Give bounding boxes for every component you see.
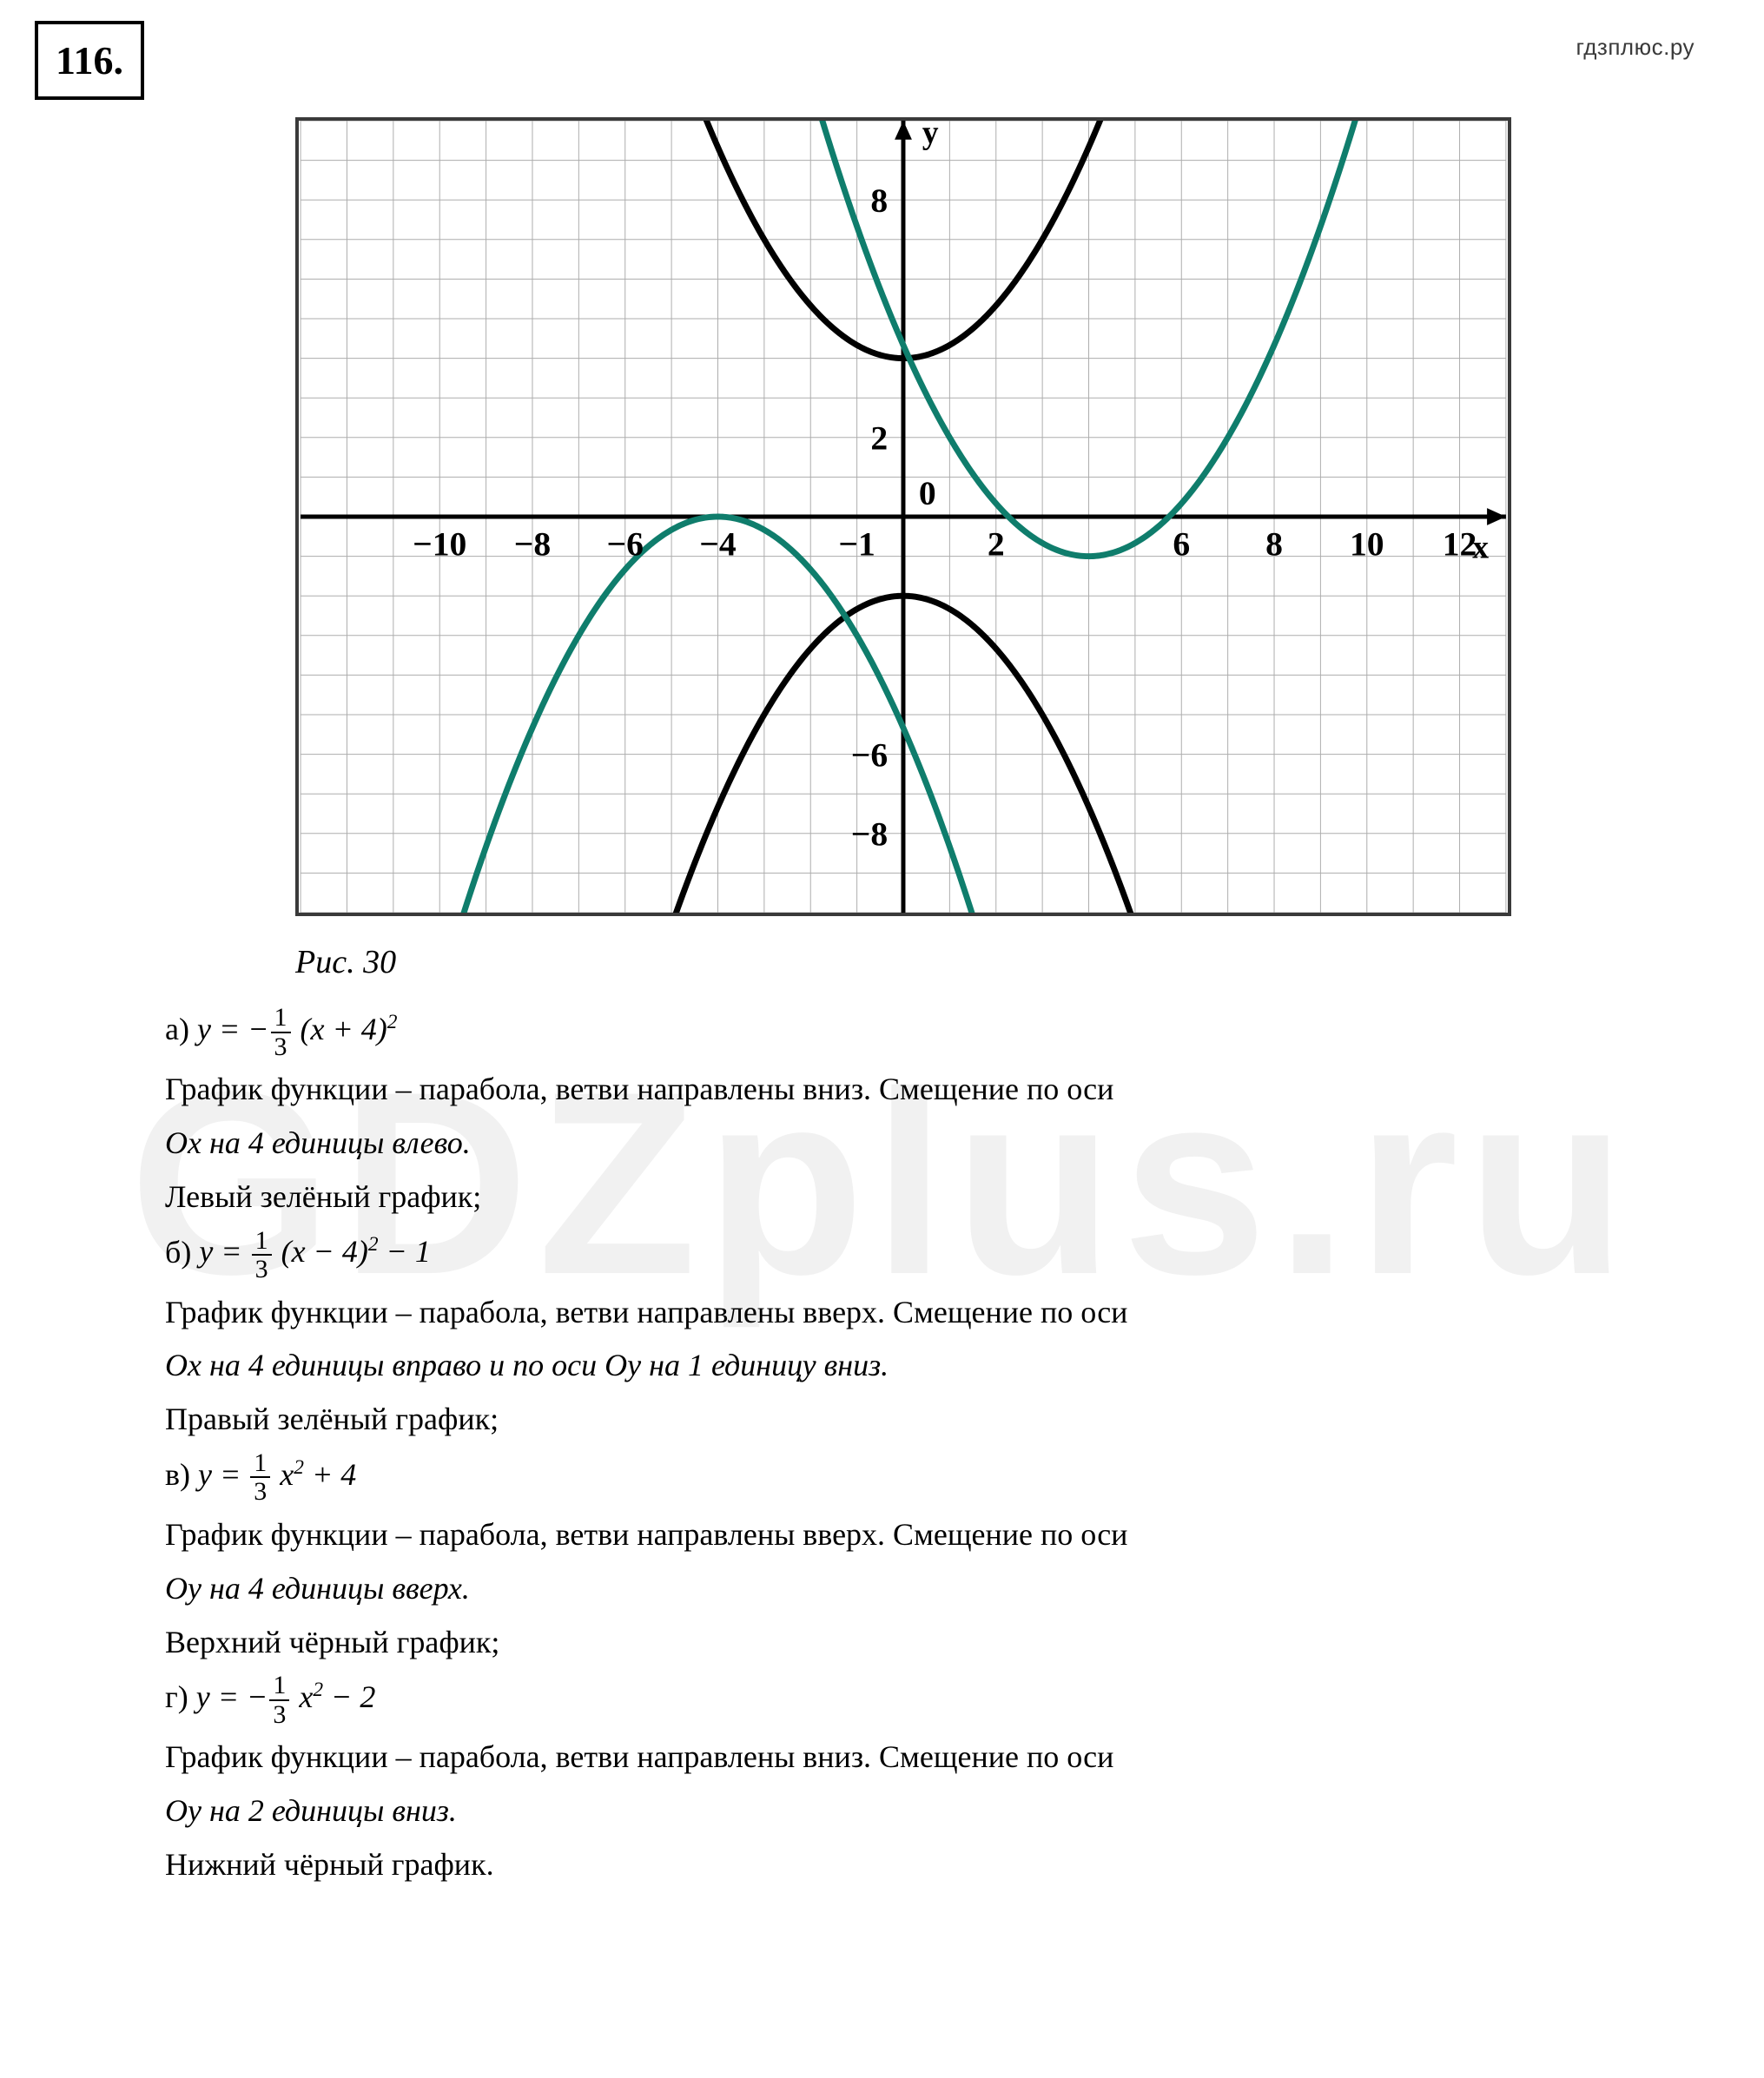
figure-caption: Рис. 30 [295,937,1729,988]
svg-text:−10: −10 [413,525,466,564]
exponent: 2 [368,1233,379,1256]
exponent: 2 [387,1011,398,1033]
fraction-numerator: 1 [271,1004,291,1033]
fraction-numerator: 1 [252,1227,272,1257]
solution-d-desc-1a: График функции – парабола, ветви направл… [165,1733,1729,1782]
svg-text:10: 10 [1350,525,1384,564]
item-label: в) [165,1457,190,1492]
formula-text: (x + 4) [293,1012,387,1046]
fraction-numerator: 1 [269,1672,289,1701]
svg-text:2: 2 [988,525,1005,564]
formula-text: − 2 [323,1679,375,1714]
formula-text: x [272,1457,294,1492]
solution-d-desc-2: Нижний чёрный график. [165,1841,1729,1890]
fraction-numerator: 1 [250,1449,270,1479]
solution-d-formula: г) y = −13 x2 − 2 [165,1672,1729,1728]
svg-text:y: y [922,117,939,151]
exponent: 2 [294,1456,304,1479]
svg-text:2: 2 [870,419,888,458]
svg-text:−6: −6 [607,525,644,564]
item-label: а) [165,1012,189,1046]
solution-c-desc-1b: Oy на 4 единицы вверх. [165,1565,1729,1613]
solutions-block: а) y = −13 (x + 4)2 График функции – пар… [165,1004,1729,1890]
solution-b-desc-2: Правый зелёный график; [165,1395,1729,1444]
fraction-denominator: 3 [271,1033,291,1061]
formula-text: (x − 4) [274,1234,368,1269]
formula-text: y = − [196,1679,268,1714]
svg-text:−1: −1 [838,525,875,564]
solution-b-desc-1b: Ox на 4 единицы вправо и по оси Oy на 1 … [165,1342,1729,1390]
formula-text: − 1 [379,1234,431,1269]
svg-text:−8: −8 [851,815,888,854]
solution-d-desc-1b: Oy на 2 единицы вниз. [165,1787,1729,1836]
solution-c-formula: в) y = 13 x2 + 4 [165,1449,1729,1506]
svg-text:6: 6 [1173,525,1190,564]
formula-text: y = [199,1234,249,1269]
formula-text: y = − [197,1012,269,1046]
item-label: г) [165,1679,188,1714]
formula-text: y = [198,1457,248,1492]
solution-a-desc-1a: График функции – парабола, ветви направл… [165,1065,1729,1114]
svg-text:0: 0 [919,474,936,512]
svg-text:8: 8 [870,181,888,220]
fraction-denominator: 3 [269,1701,289,1729]
solution-b-desc-1a: График функции – парабола, ветви направл… [165,1289,1729,1337]
fraction-denominator: 3 [250,1478,270,1506]
svg-text:8: 8 [1265,525,1283,564]
parabola-chart: −10−8−6−4−12681012−8−6280yx [295,117,1511,916]
svg-text:−4: −4 [699,525,737,564]
chart-container: −10−8−6−4−12681012−8−6280yx [295,117,1511,916]
item-label: б) [165,1234,191,1269]
svg-text:−8: −8 [514,525,551,564]
solution-a-desc-2: Левый зелёный график; [165,1173,1729,1222]
problem-number-box: 116. [35,21,144,100]
svg-text:−6: −6 [851,736,888,775]
formula-text: x [291,1679,313,1714]
svg-text:x: x [1472,530,1489,566]
formula-text: + 4 [304,1457,356,1492]
exponent: 2 [313,1679,323,1701]
solution-b-formula: б) y = 13 (x − 4)2 − 1 [165,1227,1729,1283]
solution-a-formula: а) y = −13 (x + 4)2 [165,1004,1729,1060]
solution-c-desc-2: Верхний чёрный график; [165,1619,1729,1667]
fraction-denominator: 3 [252,1256,272,1283]
site-credit: гдзплюс.ру [1576,30,1695,64]
solution-c-desc-1a: График функции – парабола, ветви направл… [165,1511,1729,1560]
solution-a-desc-1b: Ox на 4 единицы влево. [165,1119,1729,1168]
